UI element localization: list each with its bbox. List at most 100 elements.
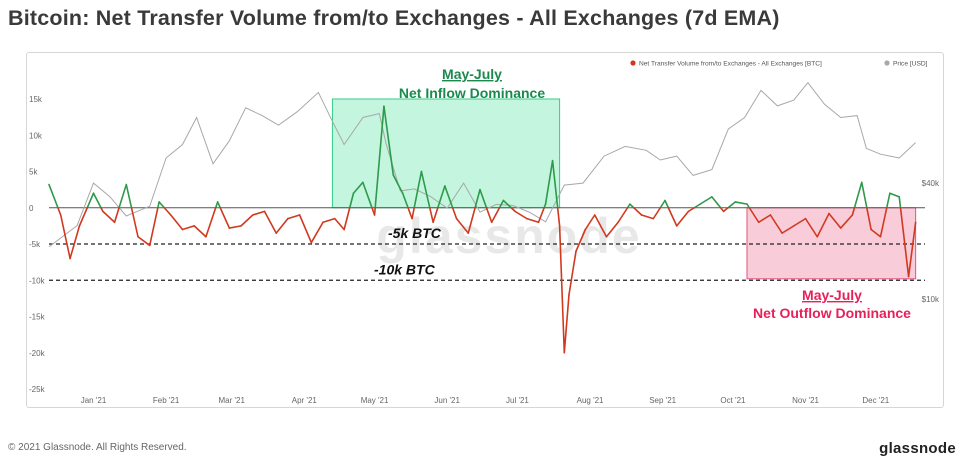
net-volume-segment [490,206,501,224]
x-tick-label: Nov '21 [792,396,819,405]
net-volume-positive [48,105,902,209]
x-tick-label: Apr '21 [292,396,318,405]
net-volume-segment [193,225,207,238]
net-volume-segment [640,214,655,220]
annotation-title-1: May-July [802,287,862,303]
annotation-subtitle-1: Net Outflow Dominance [753,305,911,321]
net-volume-segment [467,206,476,234]
net-volume-segment [558,225,566,354]
y-tick-label: 15k [29,95,43,104]
net-volume-segment [374,105,385,209]
net-volume-segment [510,206,516,213]
net-volume-segment [113,206,120,224]
net-volume-segment [556,206,561,227]
x-tick-label: Feb '21 [153,396,180,405]
net-volume-segment [853,181,863,209]
net-volume-segment [727,201,737,209]
net-volume-segment [568,250,577,296]
x-tick-label: May '21 [361,396,389,405]
y-right-tick-label: $40k [922,179,940,188]
legend-marker [884,60,890,66]
net-volume-segment [275,217,289,234]
net-volume-segment [125,183,133,209]
net-volume-segment [137,235,151,247]
net-volume-segment [102,210,116,224]
net-volume-segment [652,206,662,220]
net-volume-segment [793,217,807,227]
net-volume-segment [479,188,488,209]
net-volume-segment [804,217,819,238]
brand-logo-text: glassnode [879,440,956,457]
net-volume-segment [866,206,872,231]
net-volume-segment [907,221,917,278]
net-volume-segment [544,159,554,205]
net-volume-segment [169,214,184,231]
net-volume-segment [343,206,351,231]
net-volume-segment [48,183,59,209]
net-volume-segment [401,192,409,209]
net-volume-segment [860,181,868,209]
net-volume-segment [205,206,217,238]
net-volume-segment [352,181,364,195]
chart-frame: glassnode 15k 10k 5k 0 -5k -10k -15k -20k -25k $40… [26,52,944,408]
net-volume-segment [444,185,454,209]
y-right-tick-label: $10k [922,295,940,304]
net-volume-segment [659,199,666,209]
x-tick-label: Jan '21 [81,396,107,405]
net-volume-segment [420,170,431,209]
net-volume-segment [240,214,254,227]
net-volume-segment [687,206,696,213]
net-volume-segment [348,192,355,209]
net-volume-segment [502,199,513,209]
net-volume-segment [455,217,470,234]
net-volume-segment [373,206,376,216]
net-volume-segment [163,206,172,216]
net-volume-segment [734,201,748,205]
y-tick-label: 10k [29,131,43,140]
net-volume-segment [413,170,423,209]
reference-line-label-0: -5k BTC [388,225,442,241]
copyright-text: © 2021 Glassnode. All Rights Reserved. [8,442,187,453]
net-volume-segment [437,185,446,209]
net-volume-segment [879,206,888,238]
net-volume-segment [699,196,713,205]
net-volume-segment [885,192,891,209]
net-volume-segment [748,206,760,224]
legend-label: Price [USD] [893,61,928,68]
net-volume-segment [617,206,629,224]
annotation-title-0: May-July [442,66,502,82]
price-line [48,81,916,248]
net-volume-segment [526,217,540,224]
net-volume-segment [362,181,373,209]
net-volume-segment [693,203,701,209]
net-volume-segment [870,228,882,238]
net-volume-negative [57,206,917,354]
chart-title: Bitcoin: Net Transfer Volume from/to Exc… [8,6,780,30]
net-volume-segment [287,214,301,220]
x-tick-label: Oct '21 [720,396,746,405]
net-volume-segment [86,192,95,209]
reference-line-label-1: -10k BTC [374,261,436,277]
net-volume-segment [118,183,128,209]
net-volume-segment [711,196,722,209]
y-tick-label: 5k [29,168,38,177]
net-volume-segment [57,206,62,216]
net-volume-segment [310,221,324,244]
net-volume-segment [889,192,901,198]
net-volume-segment [828,212,842,229]
net-volume-segment [816,212,830,238]
net-volume-segment [333,217,345,231]
net-volume-segment [514,210,528,220]
x-tick-label: Mar '21 [218,396,245,405]
annotation-subtitle-0: Net Inflow Dominance [399,85,545,101]
net-volume-segment [632,206,643,216]
annotation-box-1 [746,207,917,280]
net-volume-segment [667,206,678,227]
net-volume-segment [451,206,458,220]
y-tick-label: 0 [29,204,34,213]
net-volume-segment [605,221,619,238]
net-volume-segment [584,214,596,231]
net-volume-segment [629,203,635,209]
x-tick-label: Sep '21 [649,396,676,405]
net-volume-segment [157,201,160,209]
